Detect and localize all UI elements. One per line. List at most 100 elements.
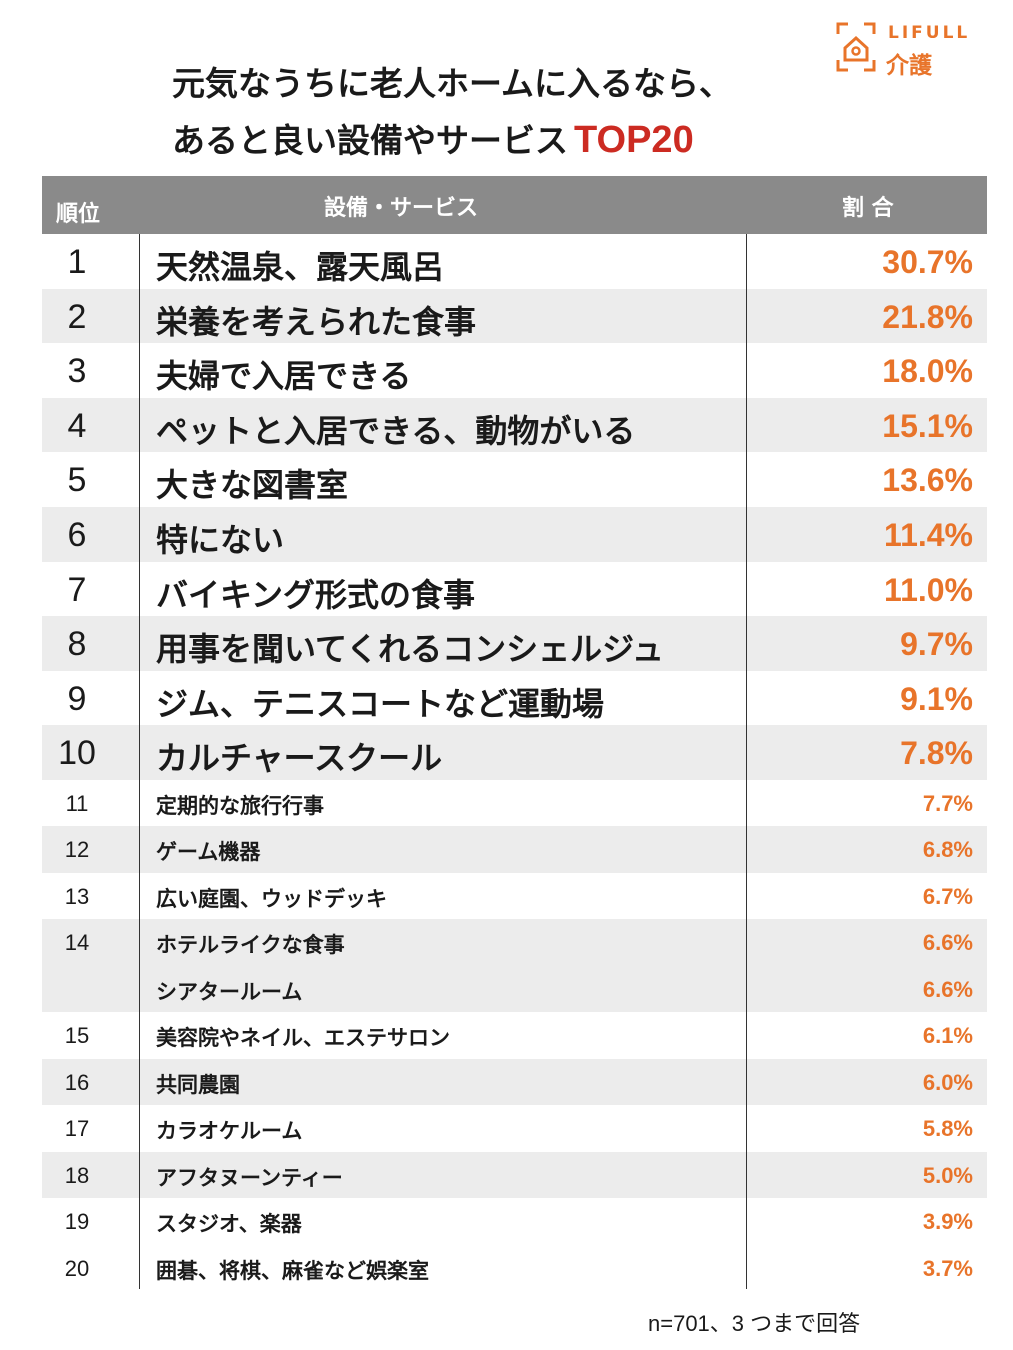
row-rank: 10 bbox=[58, 734, 96, 773]
table-row: 3 夫婦で入居できる 18.0% bbox=[42, 343, 987, 398]
table-row: 15 美容院やネイル、エステサロン 6.1% bbox=[42, 1012, 987, 1059]
table-header: 順位 設備・サービス 割 合 bbox=[42, 176, 987, 234]
row-item: ペットと入居できる、動物がいる bbox=[156, 411, 636, 450]
table-row: 1 天然温泉、露天風呂 30.7% bbox=[42, 234, 987, 289]
row-percentage: 6.6% bbox=[922, 930, 973, 956]
row-percentage: 9.7% bbox=[900, 626, 973, 663]
row-item: 用事を聞いてくれるコンシェルジュ bbox=[156, 630, 664, 669]
header-pct: 割 合 bbox=[842, 196, 894, 221]
row-item: シアタールーム bbox=[156, 979, 303, 1004]
row-rank: 7 bbox=[67, 570, 87, 609]
row-item: 定期的な旅行行事 bbox=[156, 793, 324, 818]
row-rank: 17 bbox=[64, 1116, 90, 1142]
row-item: カルチャースクール bbox=[156, 739, 443, 778]
row-percentage: 21.8% bbox=[882, 298, 973, 335]
row-percentage: 11.4% bbox=[884, 516, 973, 553]
row-rank: 6 bbox=[67, 515, 87, 554]
row-percentage: 3.9% bbox=[922, 1209, 973, 1235]
table-row: 4 ペットと入居できる、動物がいる 15.1% bbox=[42, 397, 987, 453]
table-row: 12 ゲーム機器 6.8% bbox=[42, 826, 987, 873]
column-divider-right bbox=[746, 234, 747, 1289]
row-percentage: 6.7% bbox=[922, 883, 973, 909]
row-rank: 20 bbox=[64, 1255, 90, 1281]
row-rank: 3 bbox=[67, 352, 87, 391]
row-percentage: 9.1% bbox=[900, 680, 973, 717]
header-item: 設備・サービス bbox=[324, 196, 479, 221]
table-body: 1 天然温泉、露天風呂 30.7% 2 栄養を考えられた食事 21.8% 3 夫婦で入居できる… bbox=[42, 234, 987, 1291]
title-line-2-text: あると良い設備やサービス bbox=[172, 121, 568, 160]
row-percentage: 6.8% bbox=[922, 837, 973, 863]
row-item: 栄養を考えられた食事 bbox=[156, 302, 477, 341]
row-item: 夫婦で入居できる bbox=[156, 357, 412, 396]
row-percentage: 13.6% bbox=[882, 462, 973, 499]
table-row: 11 定期的な旅行行事 7.7% bbox=[42, 780, 987, 827]
table-row: 10 カルチャースクール 7.8% bbox=[42, 725, 987, 780]
logo-brand: LIFULL bbox=[888, 23, 971, 43]
row-item: 広い庭園、ウッドデッキ bbox=[156, 886, 387, 911]
house-bracket-icon bbox=[836, 22, 876, 72]
row-item: 囲碁、将棋、麻雀など娯楽室 bbox=[156, 1258, 429, 1283]
row-rank: 2 bbox=[67, 297, 87, 336]
row-rank: 15 bbox=[64, 1023, 90, 1049]
table-row: 17 カラオケルーム 5.8% bbox=[42, 1105, 987, 1152]
row-percentage: 18.0% bbox=[882, 353, 973, 390]
row-percentage: 11.0% bbox=[884, 571, 973, 608]
logo: LIFULL 介護 bbox=[836, 22, 996, 79]
header-rank: 順位 bbox=[56, 202, 101, 227]
row-rank: 12 bbox=[64, 837, 90, 863]
table-row: 9 ジム、テニスコートなど運動場 9.1% bbox=[42, 671, 987, 726]
table-row: 8 用事を聞いてくれるコンシェルジュ 9.7% bbox=[42, 616, 987, 671]
row-percentage: 15.1% bbox=[882, 407, 973, 444]
row-item: 特にない bbox=[156, 520, 285, 559]
row-rank: 14 bbox=[64, 930, 90, 956]
row-percentage: 5.0% bbox=[922, 1162, 973, 1188]
row-rank: 8 bbox=[67, 625, 87, 664]
column-divider-left bbox=[139, 234, 140, 1289]
logo-sub: 介護 bbox=[886, 53, 932, 79]
page-title: 元気なうちに老人ホームに入るなら、 あると良い設備やサービス TOP20 bbox=[172, 56, 732, 169]
row-item: カラオケルーム bbox=[156, 1119, 303, 1144]
row-item: ゲーム機器 bbox=[156, 840, 261, 865]
row-item: アフタヌーンティー bbox=[156, 1165, 343, 1190]
row-percentage: 6.1% bbox=[922, 1023, 973, 1049]
row-percentage: 7.8% bbox=[900, 735, 973, 772]
row-rank: 4 bbox=[67, 406, 87, 445]
sample-note: n=701、3 つまで回答 bbox=[648, 1311, 861, 1336]
title-line-2: あると良い設備やサービス TOP20 bbox=[172, 112, 732, 169]
table-row: 18 アフタヌーンティー 5.0% bbox=[42, 1151, 987, 1199]
row-item: ホテルライクな食事 bbox=[156, 933, 345, 958]
row-item: 共同農園 bbox=[156, 1072, 240, 1097]
row-rank: 18 bbox=[64, 1162, 90, 1188]
table-row: シアタールーム 6.6% bbox=[42, 965, 987, 1013]
row-rank: 1 bbox=[67, 243, 87, 281]
table-row: 14 ホテルライクな食事 6.6% bbox=[42, 919, 987, 966]
table-row: 19 スタジオ、楽器 3.9% bbox=[42, 1198, 987, 1245]
row-item: スタジオ、楽器 bbox=[156, 1212, 302, 1237]
row-item: バイキング形式の食事 bbox=[156, 575, 476, 614]
row-percentage: 6.0% bbox=[922, 1069, 973, 1095]
row-percentage: 3.7% bbox=[922, 1255, 973, 1281]
row-item: ジム、テニスコートなど運動場 bbox=[156, 684, 605, 723]
table-row: 20 囲碁、将棋、麻雀など娯楽室 3.7% bbox=[42, 1245, 987, 1292]
table-row: 5 大きな図書室 13.6% bbox=[42, 452, 987, 507]
row-rank: 11 bbox=[65, 790, 89, 816]
table-row: 2 栄養を考えられた食事 21.8% bbox=[42, 288, 987, 344]
row-rank: 5 bbox=[67, 461, 87, 500]
ranking-table: 順位 設備・サービス 割 合 1 天然温泉、露天風呂 30.7% 2 栄養を考えられた食… bbox=[42, 176, 987, 1291]
row-percentage: 7.7% bbox=[922, 790, 973, 816]
row-item: 美容院やネイル、エステサロン bbox=[156, 1026, 450, 1051]
table-row: 7 バイキング形式の食事 11.0% bbox=[42, 562, 987, 617]
row-rank: 13 bbox=[64, 883, 90, 909]
row-rank: 19 bbox=[64, 1209, 90, 1235]
row-item: 大きな図書室 bbox=[156, 466, 349, 505]
row-item: 天然温泉、露天風呂 bbox=[156, 248, 445, 286]
row-percentage: 6.6% bbox=[922, 976, 973, 1002]
row-rank: 9 bbox=[67, 679, 87, 718]
row-percentage: 30.7% bbox=[882, 244, 973, 280]
title-accent: TOP20 bbox=[574, 119, 694, 161]
table-row: 13 広い庭園、ウッドデッキ 6.7% bbox=[42, 873, 987, 920]
table-row: 6 特にない 11.4% bbox=[42, 506, 987, 562]
row-rank: 16 bbox=[64, 1069, 90, 1095]
row-percentage: 5.8% bbox=[922, 1116, 973, 1142]
title-line-1: 元気なうちに老人ホームに入るなら、 bbox=[172, 64, 733, 103]
